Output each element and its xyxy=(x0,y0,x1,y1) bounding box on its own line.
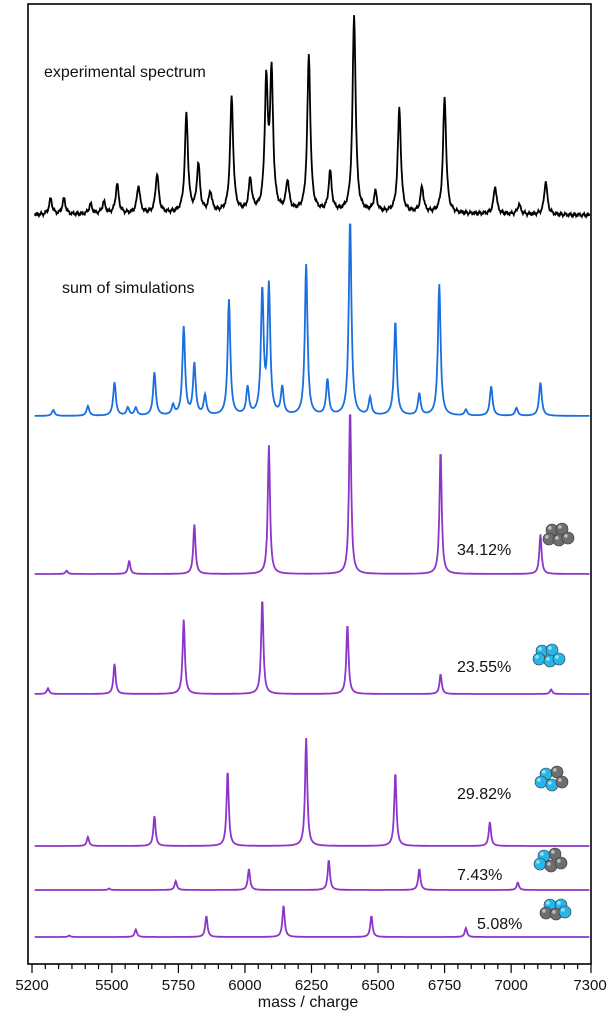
plot-frame xyxy=(27,3,592,965)
mixed-atom-highlight xyxy=(552,910,556,914)
mixed-atom-highlight xyxy=(551,850,555,854)
x-tick-label: 6000 xyxy=(228,977,261,994)
x-tick-label: 7000 xyxy=(494,977,527,994)
x-tick-label: 5500 xyxy=(95,977,128,994)
x-tick-label: 7300 xyxy=(573,977,606,994)
cyan-atom-highlight xyxy=(555,655,559,659)
gray-atom-highlight xyxy=(555,536,559,540)
mixed-atom-highlight xyxy=(558,778,562,782)
cyan-atom xyxy=(552,652,566,666)
experimental-annotation: experimental spectrum xyxy=(44,64,206,81)
mixed-atom-highlight xyxy=(547,862,551,866)
mixed-atom-highlight xyxy=(553,768,557,772)
mixed-atom xyxy=(534,775,548,789)
gray-atom-highlight xyxy=(545,535,549,539)
component2-trace xyxy=(34,601,590,695)
cyan-atom-highlight xyxy=(535,655,539,659)
mixed-atom-highlight xyxy=(548,781,552,785)
cyan-atom-highlight xyxy=(548,646,552,650)
mixed-atom-highlight xyxy=(540,852,544,856)
x-tick-label: 5200 xyxy=(15,977,48,994)
mixed-atom xyxy=(558,905,572,919)
percent-label-5: 5.08% xyxy=(477,916,522,933)
component5-trace xyxy=(34,905,590,938)
gray-atom-highlight xyxy=(558,525,562,529)
gray-atom-highlight xyxy=(548,526,552,530)
x-axis-label: mass / charge xyxy=(258,994,359,1011)
mixed-atom-highlight xyxy=(536,860,540,864)
mixed-atom-highlight xyxy=(561,908,565,912)
gray-atom xyxy=(561,531,575,545)
sum-trace xyxy=(34,223,590,417)
cluster-icons xyxy=(532,522,575,921)
percent-label-2: 23.55% xyxy=(457,659,511,676)
mixed-atom xyxy=(555,775,569,789)
mixed-atom xyxy=(554,856,568,870)
sum-annotation: sum of simulations xyxy=(62,280,195,297)
traces xyxy=(33,15,591,938)
mixed-atom xyxy=(533,857,547,871)
cyan-atom-highlight xyxy=(538,647,542,651)
gray-atom-highlight xyxy=(564,534,568,538)
x-tick-label: 6250 xyxy=(295,977,328,994)
x-axis: 5200 5500 5750 6000 6250 6500 6750 7000 7300 xyxy=(15,964,607,994)
mixed-atom-highlight xyxy=(537,778,541,782)
mixed-atom-highlight xyxy=(557,859,561,863)
component4-trace xyxy=(34,860,590,891)
component1-trace xyxy=(34,414,590,575)
cyan-atom xyxy=(532,652,546,666)
mixed-atom-highlight xyxy=(546,901,550,905)
percent-label-3: 29.82% xyxy=(457,786,511,803)
experimental-trace xyxy=(33,15,591,220)
percent-label-1: 34.12% xyxy=(457,542,511,559)
x-tick-label: 6500 xyxy=(361,977,394,994)
mixed-atom-highlight xyxy=(542,909,546,913)
percent-label-4: 7.43% xyxy=(457,867,502,884)
mixed-atom-highlight xyxy=(542,770,546,774)
cyan-atom-highlight xyxy=(546,657,550,661)
x-tick-label: 6750 xyxy=(428,977,461,994)
component3-trace xyxy=(34,737,590,847)
x-tick-label: 5750 xyxy=(162,977,195,994)
mixed-atom-highlight xyxy=(557,901,561,905)
